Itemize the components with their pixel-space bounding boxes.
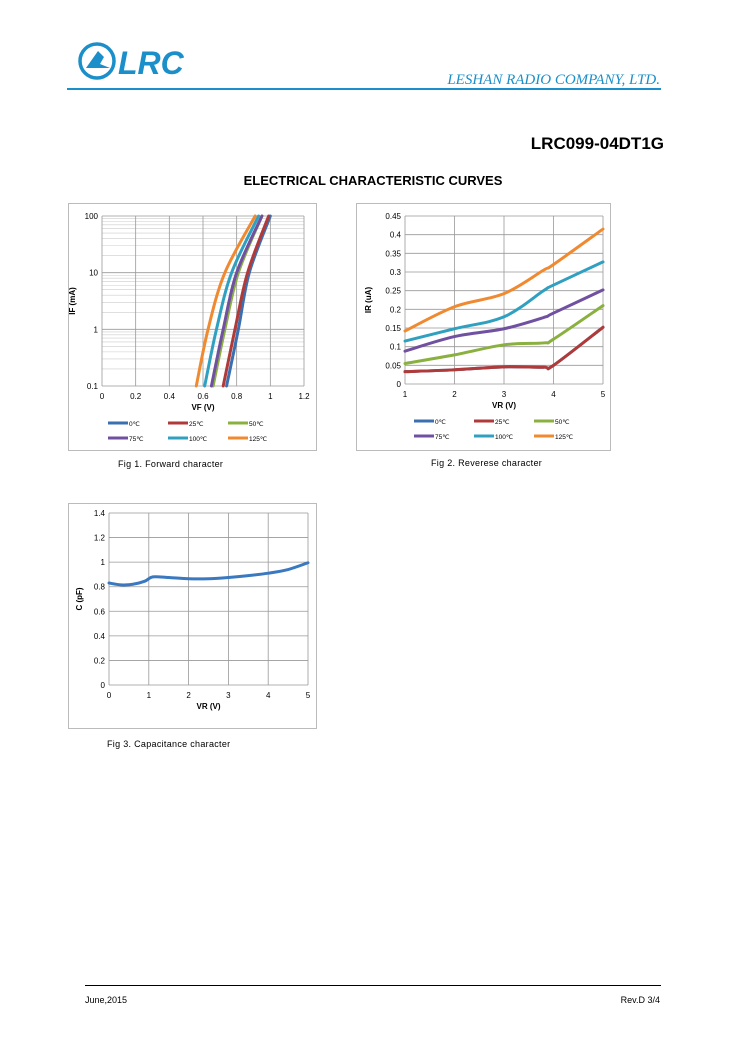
y-tick-label: 0.05 — [385, 361, 401, 370]
y-tick-label: 0.4 — [94, 632, 106, 641]
x-tick-label: 0.4 — [164, 392, 176, 401]
y-tick-label: 0.35 — [385, 249, 401, 258]
x-tick-label: 5 — [601, 390, 606, 399]
y-tick-label: 0.2 — [390, 305, 402, 314]
legend-label: 100℃ — [189, 436, 208, 443]
series-line-C — [107, 561, 310, 587]
series-line-50℃ — [403, 304, 605, 365]
y-tick-label: 1 — [101, 558, 106, 567]
company-name: LESHAN RADIO COMPANY, LTD. — [447, 72, 660, 88]
x-tick-label: 1.2 — [298, 392, 310, 401]
series-line-125℃ — [194, 214, 257, 388]
y-axis-label: IR (uA) — [364, 287, 373, 314]
y-tick-label: 0.3 — [390, 268, 402, 277]
series-line-100℃ — [403, 260, 605, 343]
reverse-chart: 0 0.05 0.1 0.15 0.2 0.25 0.3 0.35 0.4 0.45 1 2 3 4 5 VR… — [356, 203, 611, 451]
y-tick-label: 0.8 — [94, 583, 106, 592]
legend-label: 25℃ — [495, 419, 510, 426]
x-tick-label: 1 — [268, 392, 273, 401]
y-tick-label: 0.1 — [390, 343, 402, 352]
x-tick-label: 3 — [502, 390, 507, 399]
fig3-caption: Fig 3. Capacitance character — [107, 739, 231, 749]
legend-label: 0℃ — [129, 421, 141, 428]
capacitance-chart: 0 0.2 0.4 0.6 0.8 1 1.2 1.4 0 1 2 3 4 5 VR (V) C (pF) — [68, 503, 317, 729]
x-tick-label: 1 — [403, 390, 408, 399]
x-tick-label: 0 — [107, 691, 112, 700]
series-line-100℃ — [203, 214, 261, 388]
section-title: ELECTRICAL CHARACTERISTIC CURVES — [243, 173, 503, 188]
series-line-125℃ — [403, 227, 605, 333]
fig1-caption: Fig 1. Forward character — [118, 459, 224, 469]
y-tick-label: 0.45 — [385, 212, 401, 221]
x-axis-label: VR (V) — [492, 401, 516, 410]
x-axis-label: VR (V) — [197, 702, 221, 711]
legend-label: 100℃ — [495, 434, 514, 441]
series-line-75℃ — [403, 288, 605, 353]
footer-divider — [85, 985, 661, 986]
legend-label: 50℃ — [555, 419, 570, 426]
x-tick-label: 4 — [266, 691, 271, 700]
y-tick-label: 0 — [397, 380, 402, 389]
y-tick-label: 10 — [89, 269, 98, 278]
legend-label: 75℃ — [129, 436, 144, 443]
x-tick-label: 2 — [452, 390, 457, 399]
part-number: LRC099-04DT1G — [530, 134, 664, 153]
x-tick-label: 1 — [147, 691, 152, 700]
svg-text:LRC: LRC — [118, 45, 185, 81]
y-tick-label: 100 — [85, 212, 99, 221]
y-axis-label: IF (mA) — [69, 287, 77, 315]
y-tick-label: 0.6 — [94, 607, 106, 616]
x-tick-label: 0.6 — [197, 392, 209, 401]
fig2-caption: Fig 2. Reverese character — [431, 458, 543, 468]
y-tick-label: 0.15 — [385, 324, 401, 333]
y-tick-label: 0.4 — [390, 231, 402, 240]
x-tick-label: 0.8 — [231, 392, 243, 401]
series-line-25℃ — [403, 325, 605, 374]
y-tick-label: 0 — [101, 681, 106, 690]
legend-label: 25℃ — [189, 421, 204, 428]
header-divider — [67, 88, 661, 90]
series-line-25℃ — [221, 214, 271, 388]
y-tick-label: 0.1 — [87, 382, 99, 391]
x-axis-label: VF (V) — [191, 403, 214, 412]
x-tick-label: 4 — [551, 390, 556, 399]
y-tick-label: 1 — [94, 325, 99, 334]
lrc-logo: LRC — [78, 40, 203, 82]
x-tick-label: 0.2 — [130, 392, 142, 401]
legend-label: 0℃ — [435, 419, 447, 426]
legend-label: 125℃ — [555, 434, 574, 441]
x-tick-label: 5 — [306, 691, 311, 700]
y-tick-label: 1.4 — [94, 509, 106, 518]
footer-date: June,2015 — [85, 995, 128, 1005]
series-line-50℃ — [211, 214, 264, 388]
y-tick-label: 0.2 — [94, 656, 106, 665]
legend-label: 75℃ — [435, 434, 450, 441]
x-tick-label: 2 — [186, 691, 191, 700]
legend-label: 50℃ — [249, 421, 264, 428]
x-tick-label: 0 — [100, 392, 105, 401]
x-tick-label: 3 — [226, 691, 231, 700]
series-line-75℃ — [209, 214, 264, 388]
legend-label: 125℃ — [249, 436, 268, 443]
y-tick-label: 0.25 — [385, 287, 401, 296]
y-axis-label: C (pF) — [75, 587, 84, 610]
y-tick-label: 1.2 — [94, 534, 106, 543]
footer-revision: Rev.D 3/4 — [620, 995, 660, 1005]
forward-chart: 0.1 1 10 100 0 0.2 0.4 0.6 0.8 1 1.2 VF (V) IF (mA) 0… — [68, 203, 317, 451]
